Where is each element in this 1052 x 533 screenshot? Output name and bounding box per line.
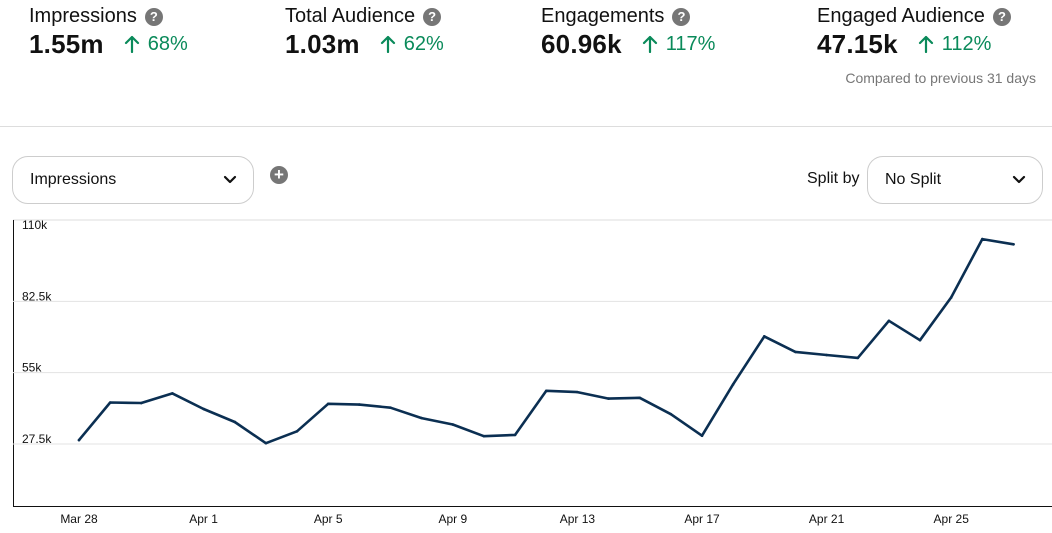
data-point [731, 383, 735, 386]
data-point [326, 402, 330, 406]
data-point [638, 396, 641, 400]
metric-change-value: 62% [403, 32, 444, 55]
metric-value: 60.96k [541, 29, 622, 59]
metric-value: 1.03m [285, 29, 360, 59]
data-point [513, 433, 517, 437]
data-point [140, 401, 143, 405]
y-tick-label: 110k [22, 218, 48, 232]
split-select[interactable]: No Split [867, 156, 1043, 204]
arrow-up-icon [642, 35, 657, 53]
data-point [576, 390, 579, 394]
data-point [295, 429, 299, 433]
data-point [763, 335, 766, 338]
help-icon[interactable]: ? [672, 7, 691, 26]
data-point [700, 434, 704, 437]
arrow-up-icon [918, 35, 933, 53]
data-point [108, 401, 112, 404]
x-tick-label: Apr 13 [560, 512, 596, 526]
data-point [171, 392, 174, 395]
impressions-series-line [77, 237, 1015, 445]
arrow-up-icon [380, 35, 395, 53]
data-point [794, 350, 797, 354]
y-tick-label: 82.5k [22, 289, 52, 303]
data-point [264, 441, 268, 445]
data-point [482, 434, 486, 438]
data-point [451, 423, 455, 426]
metric-title: Impressions [29, 5, 137, 27]
data-point [202, 407, 205, 411]
x-tick-label: Apr 21 [809, 512, 845, 526]
data-point [77, 438, 81, 442]
y-tick-label: 55k [22, 361, 42, 375]
y-tick-label: 27.5k [22, 432, 52, 446]
data-point [981, 237, 984, 241]
metric-title: Engaged Audience [817, 5, 985, 27]
split-select-value: No Split [885, 171, 942, 188]
add-metric-button[interactable]: + [270, 166, 288, 184]
data-point [856, 356, 860, 360]
metric-total-audience: Total Audience ? 1.03m 62% [285, 5, 444, 60]
arrow-up-icon [124, 35, 139, 53]
metric-impressions: Impressions ? 1.55m 68% [29, 5, 188, 60]
data-point [544, 389, 548, 393]
help-icon[interactable]: ? [423, 7, 442, 26]
divider [0, 126, 1052, 127]
metric-change: 112% [918, 32, 992, 56]
metric-engagements: Engagements ? 60.96k 117% [541, 5, 715, 60]
metric-engaged-audience: Engaged Audience ? 47.15k 112% [817, 5, 1011, 60]
data-point [358, 403, 361, 406]
metric-select-value: Impressions [30, 171, 117, 188]
data-point [233, 420, 237, 424]
metric-change-value: 117% [665, 32, 716, 55]
comparison-note: Compared to previous 31 days [845, 70, 1036, 86]
data-point [1012, 242, 1015, 246]
metric-change: 62% [380, 33, 444, 56]
split-by-label: Split by [807, 170, 860, 187]
data-point [420, 416, 423, 420]
data-point [825, 353, 828, 357]
x-tick-label: Apr 9 [438, 512, 467, 526]
chevron-down-icon [1012, 175, 1026, 184]
help-icon[interactable]: ? [144, 7, 163, 26]
data-point [669, 412, 673, 416]
metric-change-value: 112% [941, 32, 992, 55]
chevron-down-icon [223, 175, 237, 184]
x-tick-label: Apr 17 [684, 512, 720, 526]
help-icon[interactable]: ? [992, 7, 1011, 26]
metric-select[interactable]: Impressions [12, 156, 254, 204]
metric-change: 117% [642, 32, 716, 56]
data-point [607, 397, 610, 400]
data-point [949, 296, 953, 299]
metric-title: Total Audience [285, 5, 416, 27]
line-chart: 110k 82.5k 55k 27.5k Mar 28 Apr 1 Apr 5 Apr 9 Ap… [13, 218, 1052, 526]
metric-value: 1.55m [29, 29, 104, 59]
metric-change-value: 68% [147, 32, 188, 55]
x-tick-label: Mar 28 [60, 512, 98, 526]
impressions-chart: 110k 82.5k 55k 27.5k Mar 28 Apr 1 Apr 5 Apr 9 Ap… [0, 210, 1052, 533]
metric-title: Engagements [541, 5, 665, 27]
data-point [887, 319, 891, 323]
data-point [389, 406, 392, 409]
metrics-summary: Impressions ? 1.55m 68% Total Audience ?… [0, 0, 1052, 126]
metric-value: 47.15k [817, 29, 898, 59]
x-tick-label: Apr 1 [189, 512, 218, 526]
metric-change: 68% [124, 33, 188, 56]
x-tick-label: Apr 5 [314, 512, 343, 526]
data-point [918, 338, 922, 342]
x-tick-label: Apr 25 [934, 512, 970, 526]
